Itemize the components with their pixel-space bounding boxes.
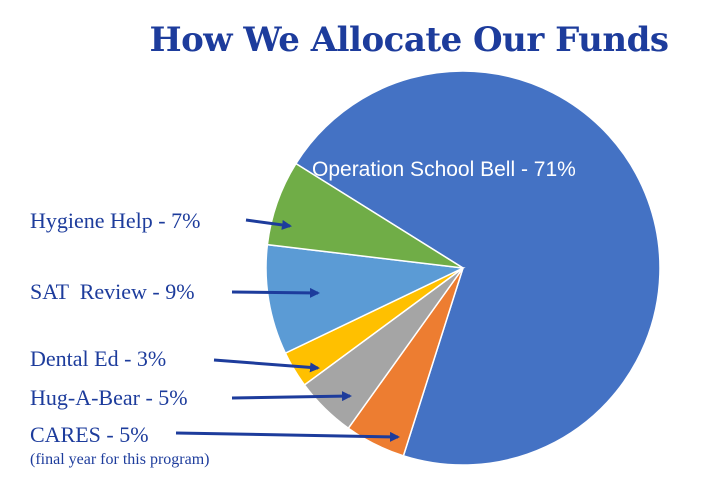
arrow-hug-a-bear	[231, 391, 352, 402]
arrow-hygiene-help	[245, 218, 292, 230]
pie-slice-0	[294, 70, 661, 466]
label-hug-a-bear: Hug-A-Bear - 5%	[30, 385, 188, 410]
chart-title: How We Allocate Our Funds	[149, 20, 669, 60]
label-operation-school-bell: Operation School Bell - 71%	[312, 158, 576, 181]
pie-slice-4	[265, 243, 466, 355]
label-dental-ed: Dental Ed - 3%	[30, 346, 166, 371]
arrow-sat-review	[231, 287, 320, 298]
pie-slice-5	[266, 162, 464, 269]
label-hygiene-help: Hygiene Help - 7%	[30, 208, 200, 233]
arrow-dental-ed	[213, 358, 320, 373]
label-sat-review: SAT Review - 9%	[30, 279, 195, 304]
label-cares: CARES - 5%	[30, 422, 149, 447]
arrow-cares	[175, 431, 400, 442]
label-cares-note: (final year for this program)	[30, 451, 209, 468]
